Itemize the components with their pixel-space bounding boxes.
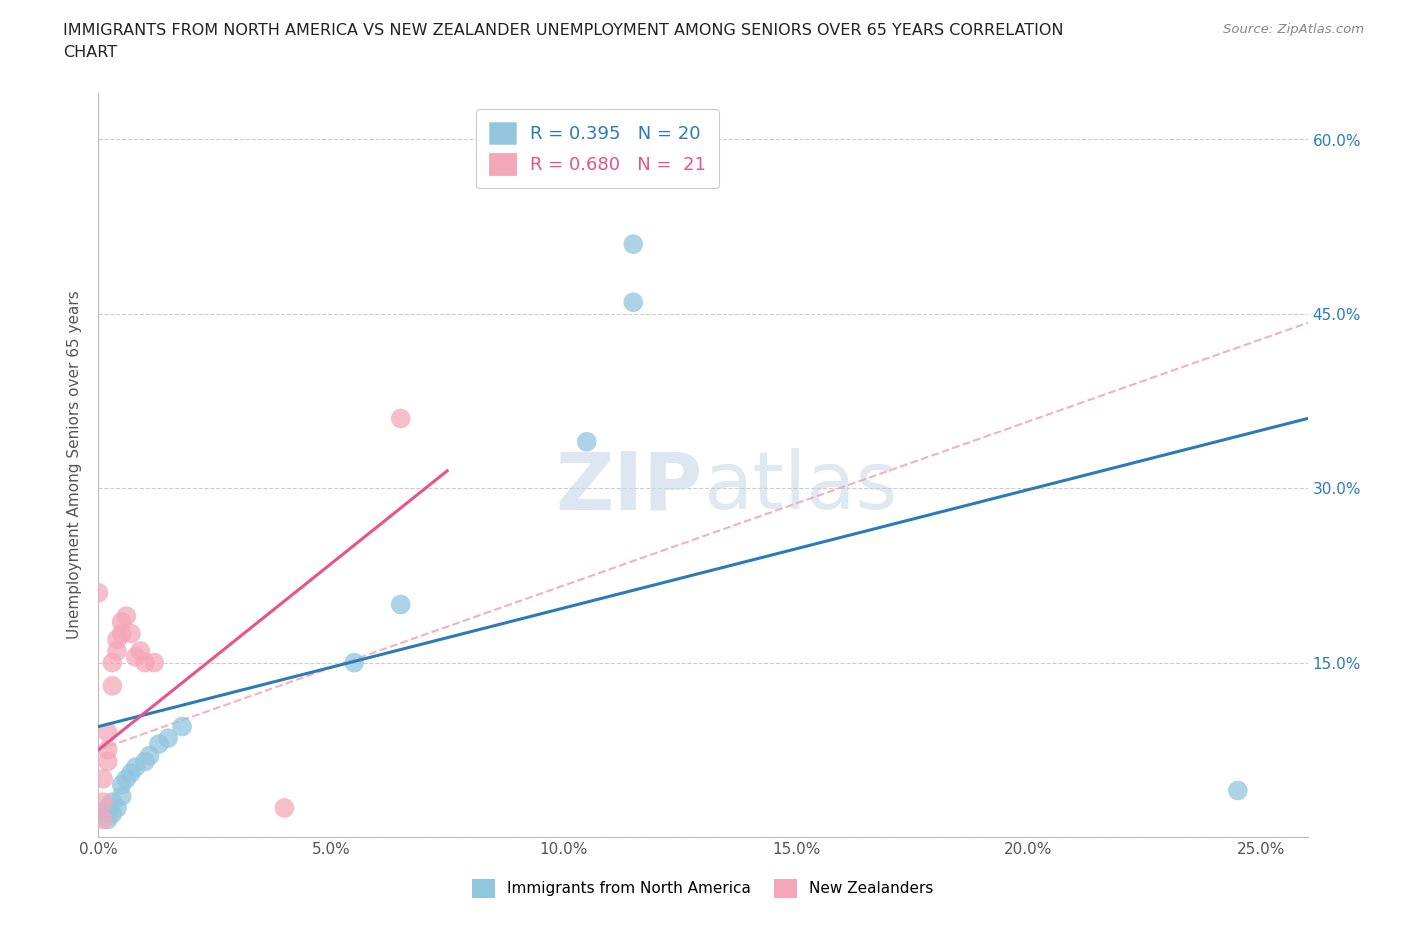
Point	[91, 812, 114, 827]
Point	[120, 765, 142, 780]
Point	[101, 679, 124, 694]
Point	[124, 760, 146, 775]
Point	[101, 656, 124, 671]
Point	[101, 794, 124, 809]
Text: CHART: CHART	[63, 45, 117, 60]
Point	[389, 411, 412, 426]
Point	[575, 434, 598, 449]
Point	[621, 237, 644, 252]
Point	[105, 644, 128, 658]
Point	[115, 772, 138, 787]
Point	[148, 737, 170, 751]
Point	[105, 801, 128, 816]
Point	[97, 812, 120, 827]
Point	[124, 649, 146, 664]
Point	[621, 295, 644, 310]
Point	[101, 806, 124, 821]
Text: atlas: atlas	[703, 448, 897, 526]
Point	[273, 801, 295, 816]
Point	[105, 632, 128, 647]
Point	[91, 794, 114, 809]
Point	[97, 742, 120, 757]
Point	[111, 789, 134, 804]
Point	[172, 719, 194, 734]
Point	[87, 586, 110, 601]
Legend: Immigrants from North America, New Zealanders: Immigrants from North America, New Zeala…	[467, 873, 939, 904]
Point	[97, 725, 120, 740]
Point	[97, 801, 120, 816]
Point	[91, 772, 114, 787]
Point	[111, 626, 134, 641]
Point	[111, 777, 134, 792]
Point	[138, 748, 160, 763]
Text: Source: ZipAtlas.com: Source: ZipAtlas.com	[1223, 23, 1364, 36]
Point	[97, 754, 120, 769]
Point	[134, 754, 156, 769]
Point	[115, 609, 138, 624]
Point	[129, 644, 152, 658]
Point	[157, 731, 180, 746]
Point	[134, 656, 156, 671]
Text: ZIP: ZIP	[555, 448, 703, 526]
Point	[143, 656, 166, 671]
Text: IMMIGRANTS FROM NORTH AMERICA VS NEW ZEALANDER UNEMPLOYMENT AMONG SENIORS OVER 6: IMMIGRANTS FROM NORTH AMERICA VS NEW ZEA…	[63, 23, 1064, 38]
Point	[1226, 783, 1249, 798]
Point	[343, 656, 366, 671]
Point	[120, 626, 142, 641]
Y-axis label: Unemployment Among Seniors over 65 years: Unemployment Among Seniors over 65 years	[67, 291, 83, 640]
Point	[91, 806, 114, 821]
Point	[389, 597, 412, 612]
Point	[111, 615, 134, 630]
